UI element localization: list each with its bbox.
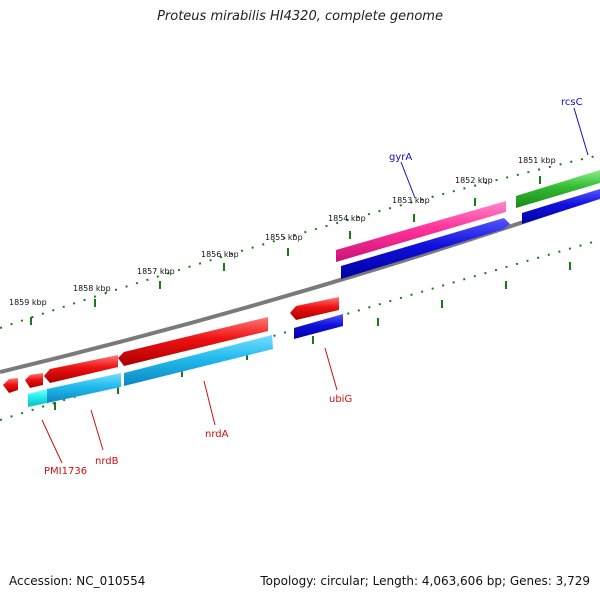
map-title: Proteus mirabilis HI4320, complete genom… — [157, 9, 443, 24]
gene-labels: rcsC gyrA ubiG nrdA nrdB PMI1736 — [44, 97, 583, 477]
gene-label-rcsC: rcsC — [561, 97, 583, 108]
orf-block[interactable] — [28, 389, 47, 407]
forward-features — [336, 170, 600, 279]
accession-text: Accession: NC_010554 — [9, 574, 146, 588]
gene-label-nrdA: nrdA — [205, 429, 229, 440]
orf-block[interactable] — [47, 373, 121, 403]
gene-rcsC[interactable] — [516, 170, 600, 208]
topology-text: Topology: circular; Length: 4,063,606 bp… — [260, 574, 590, 588]
gene-nrdA[interactable] — [118, 317, 268, 366]
scale-label: 1853 kbp — [392, 196, 430, 205]
inner-major-ticks — [54, 262, 571, 410]
orf-block[interactable] — [294, 314, 343, 339]
gene-nrdB[interactable] — [44, 355, 118, 383]
gene-fragment[interactable] — [3, 378, 18, 393]
scale-label: 1857 kbp — [137, 267, 175, 276]
reverse-features — [3, 297, 343, 407]
scale-labels: 1851 kbp 1852 kbp 1853 kbp 1854 kbp 1855… — [9, 156, 556, 307]
orf-block[interactable] — [124, 335, 273, 386]
genome-backbone — [0, 194, 600, 374]
scale-label: 1859 kbp — [9, 298, 47, 307]
scale-label: 1858 kbp — [73, 284, 111, 293]
gene-label-gyrA: gyrA — [389, 152, 412, 163]
outer-major-ticks — [30, 176, 541, 325]
scale-label: 1855 kbp — [265, 233, 303, 242]
orf-block[interactable] — [341, 218, 510, 279]
gene-gyrA[interactable] — [336, 201, 506, 262]
gene-callouts — [41, 107, 589, 464]
scale-label: 1856 kbp — [201, 250, 239, 259]
gene-label-PMI1736: PMI1736 — [44, 466, 87, 477]
gene-ubiG[interactable] — [290, 297, 339, 320]
gene-PMI1736[interactable] — [25, 373, 43, 388]
scale-label: 1854 kbp — [328, 214, 366, 223]
gene-label-ubiG: ubiG — [329, 394, 352, 405]
orf-block[interactable] — [522, 189, 600, 224]
scale-label: 1851 kbp — [518, 156, 556, 165]
gene-label-nrdB: nrdB — [95, 456, 119, 467]
scale-label: 1852 kbp — [455, 176, 493, 185]
